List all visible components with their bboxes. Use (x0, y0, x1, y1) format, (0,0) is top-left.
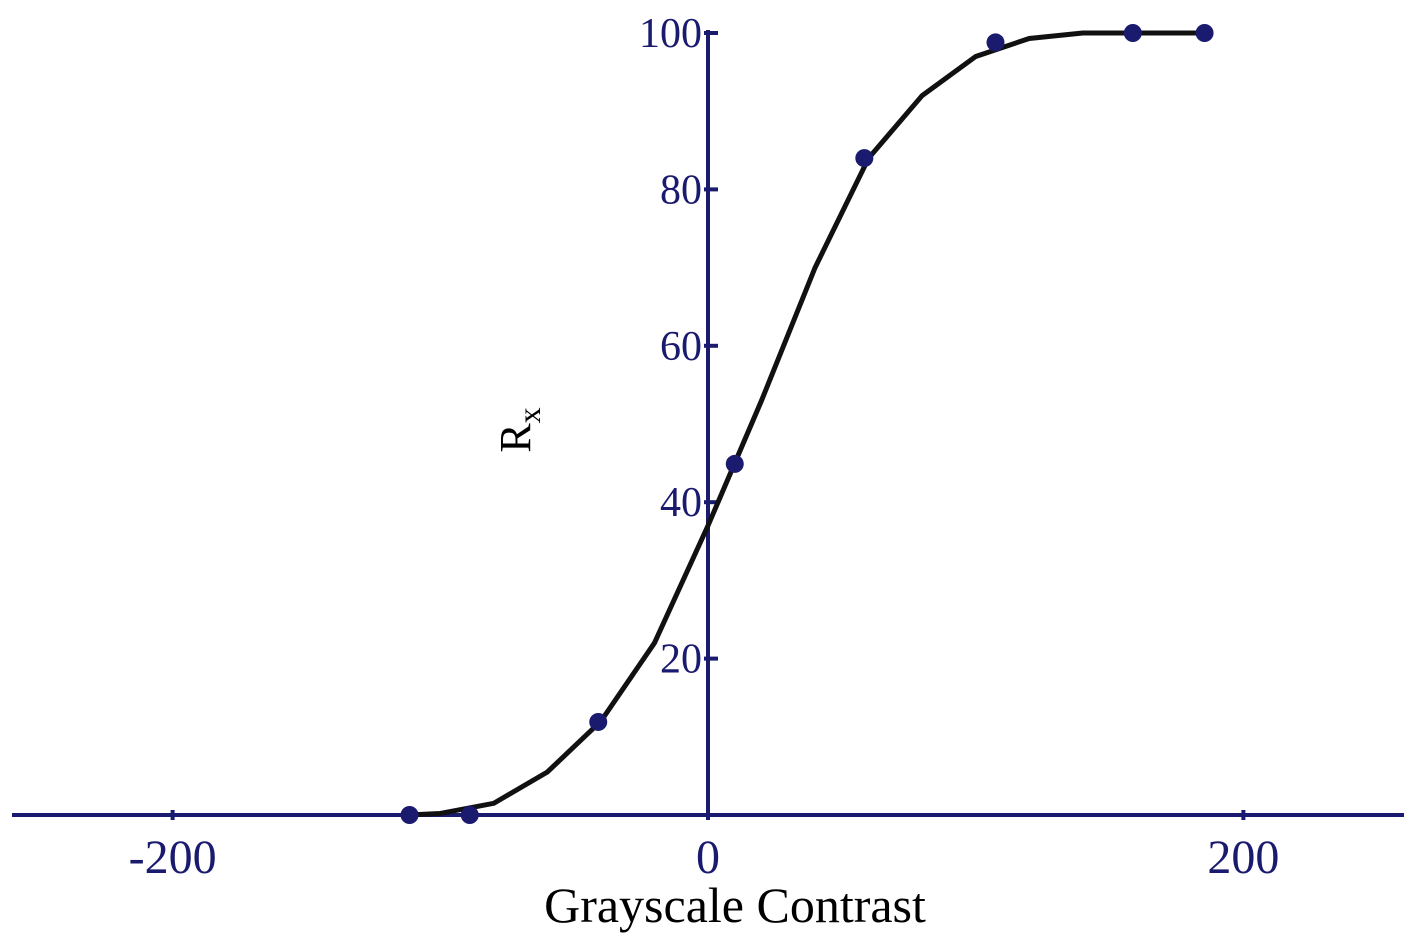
y-tick-label: 100 (639, 11, 702, 57)
y-tick-label: 60 (660, 324, 702, 370)
y-tick-label: 20 (660, 637, 702, 683)
data-point (460, 806, 479, 824)
y-axis-label-main: R (491, 423, 540, 453)
data-point (1195, 24, 1214, 42)
data-point (986, 33, 1005, 52)
x-axis-label: Grayscale Contrast (544, 877, 926, 933)
x-tick-label: 0 (696, 831, 720, 884)
fit-curve (408, 30, 1204, 818)
data-point (589, 712, 608, 731)
data-point (855, 149, 874, 168)
data-point (1123, 24, 1142, 42)
y-tick-label: 40 (660, 480, 702, 526)
y-axis-label-sub: x (511, 407, 547, 423)
y-tick-label: 80 (660, 167, 702, 213)
y-axis-label: Rx (491, 407, 547, 452)
x-tick-label: -200 (129, 831, 217, 884)
data-point (400, 806, 419, 824)
data-point (725, 454, 744, 473)
x-tick-label: 200 (1207, 831, 1279, 884)
